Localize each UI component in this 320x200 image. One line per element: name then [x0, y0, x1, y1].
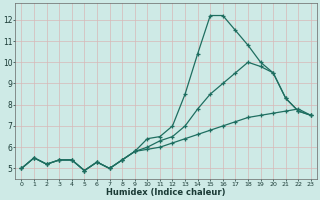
- X-axis label: Humidex (Indice chaleur): Humidex (Indice chaleur): [107, 188, 226, 197]
